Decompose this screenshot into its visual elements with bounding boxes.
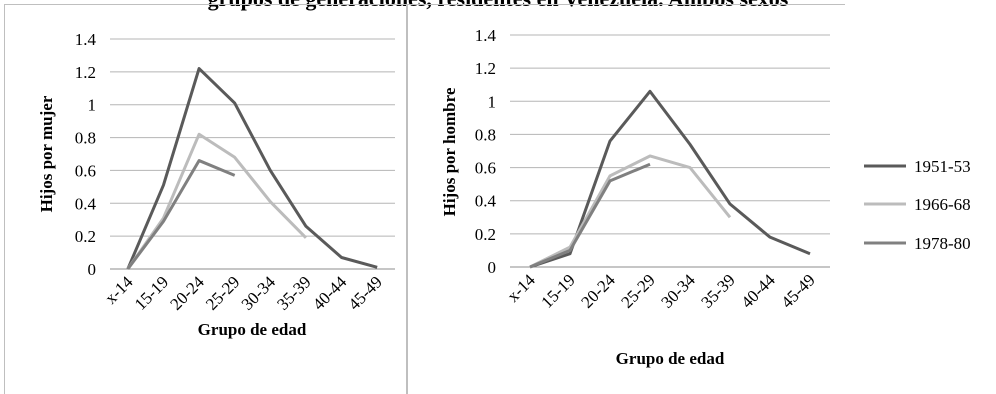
left-y-tick-label: 1 bbox=[88, 96, 97, 115]
right-x-tick-label: 40-44 bbox=[737, 270, 779, 312]
right-y-tick-label: 1 bbox=[488, 92, 497, 111]
left-series-line-1966-68 bbox=[126, 132, 308, 270]
right-x-tick-label: 25-29 bbox=[617, 270, 658, 311]
right-x-tick-label: 45-49 bbox=[777, 270, 818, 311]
left-y-tick-label: 0 bbox=[88, 260, 97, 279]
right-y-tick-label: 0.6 bbox=[475, 159, 496, 178]
left-x-axis-title: Grupo de edad bbox=[198, 320, 307, 339]
right-chart-frame bbox=[407, 4, 845, 394]
left-series-line-1951-53 bbox=[126, 67, 378, 270]
left-series-line-1978-80 bbox=[126, 159, 236, 270]
left-y-axis-title: Hijos por mujer bbox=[37, 95, 56, 212]
left-x-tick-label: 45-49 bbox=[345, 272, 386, 313]
left-y-tick-label: 0.2 bbox=[75, 227, 96, 246]
right-y-tick-label: 1.2 bbox=[475, 59, 496, 78]
legend-label-1951-53: 1951-53 bbox=[914, 157, 971, 176]
left-y-tick-label: 0.8 bbox=[75, 129, 96, 148]
right-y-tick-label: 0 bbox=[488, 258, 497, 277]
right-y-tick-label: 0.2 bbox=[475, 225, 496, 244]
left-y-tick-label: 0.4 bbox=[75, 194, 97, 213]
left-y-tick-label: 1.2 bbox=[75, 63, 96, 82]
right-x-tick-label: 35-39 bbox=[697, 270, 738, 311]
legend-label-1978-80: 1978-80 bbox=[914, 234, 971, 253]
figure-title: grupos de generaciones, residentes en Ve… bbox=[0, 0, 996, 12]
left-chart-frame bbox=[4, 4, 407, 394]
left-x-tick-label: 40-44 bbox=[309, 272, 351, 314]
right-x-tick-label: 15-19 bbox=[537, 270, 578, 311]
left-y-tick-label: 0.6 bbox=[75, 161, 96, 180]
left-x-tick-label: 30-34 bbox=[238, 272, 280, 314]
right-x-tick-label: x-14 bbox=[503, 270, 539, 306]
left-x-tick-label: 20-24 bbox=[166, 272, 208, 314]
right-x-tick-label: 20-24 bbox=[577, 270, 619, 312]
right-series-line-1978-80 bbox=[529, 162, 651, 269]
right-y-axis-title: Hijos por hombre bbox=[440, 87, 459, 216]
right-y-tick-label: 0.4 bbox=[475, 192, 497, 211]
right-y-tick-label: 0.8 bbox=[475, 125, 496, 144]
right-x-axis-title: Grupo de edad bbox=[616, 349, 725, 368]
right-series-line-1966-68 bbox=[529, 154, 732, 269]
left-x-tick-label: 15-19 bbox=[131, 272, 172, 313]
left-y-tick-label: 1.4 bbox=[75, 30, 97, 49]
left-x-tick-label: 35-39 bbox=[273, 272, 314, 313]
right-x-tick-label: 30-34 bbox=[657, 270, 699, 312]
left-x-tick-label: 25-29 bbox=[202, 272, 243, 313]
right-y-tick-label: 1.4 bbox=[475, 26, 497, 45]
legend-label-1966-68: 1966-68 bbox=[914, 195, 971, 214]
